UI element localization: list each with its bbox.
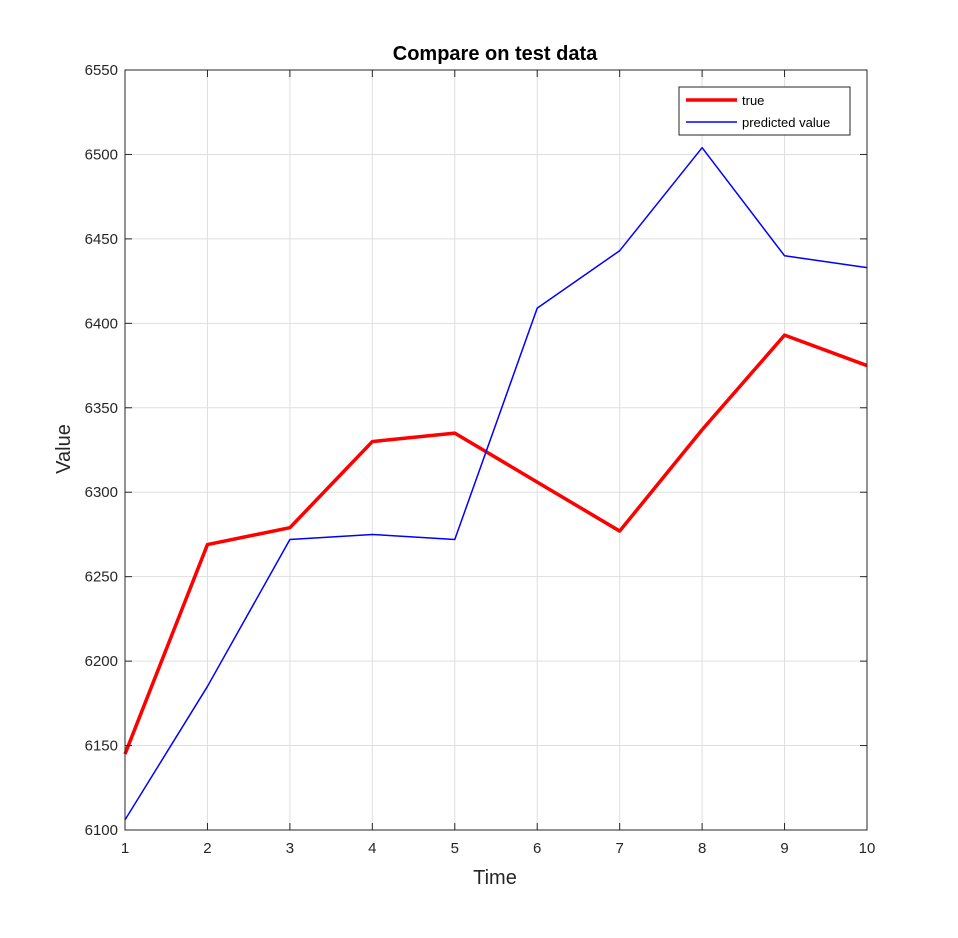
legend-label-true: true: [742, 93, 764, 108]
series-line-predicted-value: [124, 146, 868, 821]
x-tick-label: 5: [451, 840, 459, 857]
plot-frame: [124, 69, 868, 831]
series-line-true: [123, 333, 868, 755]
x-tick-label: 9: [780, 840, 788, 857]
y-tick-label: 6400: [85, 315, 118, 332]
x-tick-label: 8: [698, 840, 706, 857]
y-tick-label: 6100: [85, 822, 118, 839]
legend-box: [678, 86, 851, 136]
series-lines: [123, 146, 868, 821]
y-tick-label: 6150: [85, 738, 118, 755]
y-tick-label: 6550: [85, 62, 118, 79]
x-tick-label: 7: [615, 840, 623, 857]
y-axis-label: Value: [53, 424, 75, 474]
y-tick-label: 6500: [85, 146, 118, 163]
y-tick-label: 6300: [85, 484, 118, 501]
x-tick-label: 6: [533, 840, 541, 857]
x-axis-label: Time: [473, 867, 517, 889]
legend-label-predicted-value: predicted value: [742, 115, 830, 130]
x-tick-label: 4: [368, 840, 376, 857]
legend: true predicted value: [678, 86, 851, 136]
y-tick-label: 6450: [85, 231, 118, 248]
x-tick-label: 3: [286, 840, 294, 857]
x-tick-label: 1: [121, 840, 129, 857]
chart-title: Compare on test data: [393, 43, 598, 65]
x-tick-label: 2: [203, 840, 211, 857]
tick-marks: [124, 69, 868, 831]
y-tick-label: 6250: [85, 569, 118, 586]
x-tick-label: 10: [859, 840, 876, 857]
y-tick-label: 6200: [85, 653, 118, 670]
x-tick-labels: 1 2 3 4 5 6 7 8 9 10: [121, 840, 876, 857]
y-tick-labels: 6100 6150 6200 6250 6300 6350 6400 6450 6500 6550: [85, 62, 118, 839]
y-tick-label: 6350: [85, 400, 118, 417]
